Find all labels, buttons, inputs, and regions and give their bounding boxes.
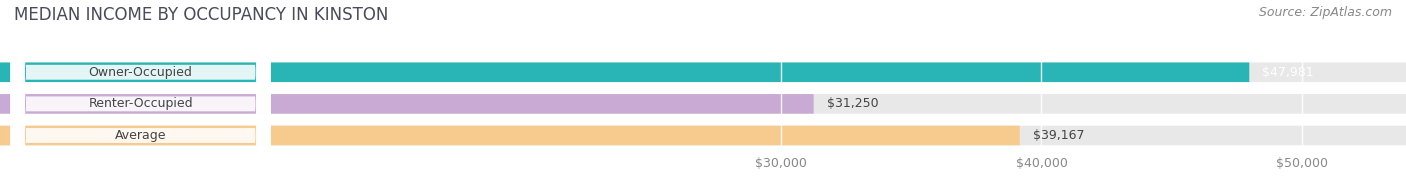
FancyBboxPatch shape	[0, 63, 1250, 82]
FancyBboxPatch shape	[10, 0, 271, 196]
Text: Average: Average	[115, 129, 166, 142]
Text: $39,167: $39,167	[1033, 129, 1084, 142]
FancyBboxPatch shape	[0, 63, 1406, 82]
FancyBboxPatch shape	[0, 126, 1406, 145]
Text: MEDIAN INCOME BY OCCUPANCY IN KINSTON: MEDIAN INCOME BY OCCUPANCY IN KINSTON	[14, 6, 388, 24]
Text: $31,250: $31,250	[827, 97, 879, 110]
FancyBboxPatch shape	[10, 0, 271, 196]
Text: $47,981: $47,981	[1263, 66, 1315, 79]
Text: Source: ZipAtlas.com: Source: ZipAtlas.com	[1258, 6, 1392, 19]
FancyBboxPatch shape	[0, 126, 1019, 145]
FancyBboxPatch shape	[0, 94, 814, 114]
Text: Renter-Occupied: Renter-Occupied	[89, 97, 193, 110]
FancyBboxPatch shape	[0, 94, 1406, 114]
Text: Owner-Occupied: Owner-Occupied	[89, 66, 193, 79]
FancyBboxPatch shape	[10, 0, 271, 196]
